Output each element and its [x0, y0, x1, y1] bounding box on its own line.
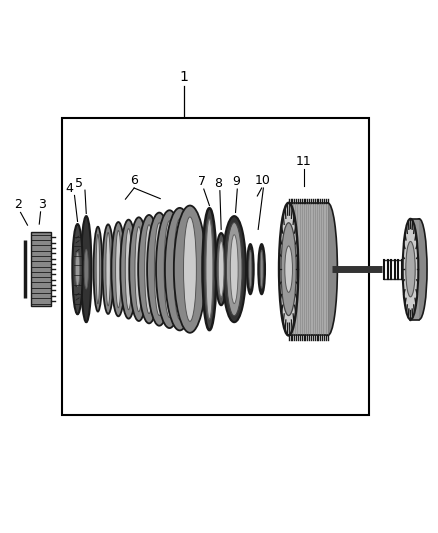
Ellipse shape: [285, 246, 293, 292]
Bar: [31, 232, 51, 306]
Ellipse shape: [165, 208, 194, 330]
Text: 8: 8: [214, 176, 222, 190]
Text: 5: 5: [75, 176, 83, 190]
Ellipse shape: [406, 241, 415, 297]
Ellipse shape: [164, 221, 175, 318]
Ellipse shape: [94, 227, 102, 312]
Ellipse shape: [106, 232, 110, 306]
Ellipse shape: [281, 223, 296, 316]
Bar: [289, 203, 328, 335]
Text: 1: 1: [180, 70, 189, 84]
Ellipse shape: [138, 215, 160, 324]
Ellipse shape: [145, 225, 153, 313]
Bar: [62, 118, 369, 415]
Ellipse shape: [184, 217, 196, 321]
Text: 10: 10: [254, 174, 270, 187]
Ellipse shape: [206, 219, 213, 319]
Ellipse shape: [230, 235, 238, 304]
Text: 7: 7: [198, 175, 205, 188]
Ellipse shape: [247, 244, 254, 294]
Ellipse shape: [154, 223, 164, 316]
Ellipse shape: [125, 229, 132, 310]
Ellipse shape: [156, 210, 183, 328]
Ellipse shape: [84, 249, 88, 289]
Text: 11: 11: [296, 156, 312, 168]
Ellipse shape: [318, 203, 337, 335]
Ellipse shape: [223, 216, 246, 322]
Ellipse shape: [111, 222, 125, 316]
Ellipse shape: [249, 250, 252, 288]
Ellipse shape: [279, 203, 298, 335]
Ellipse shape: [135, 227, 143, 312]
Ellipse shape: [174, 219, 186, 319]
Ellipse shape: [202, 208, 216, 330]
Ellipse shape: [258, 244, 265, 294]
Bar: [410, 219, 419, 319]
Ellipse shape: [219, 241, 224, 297]
Ellipse shape: [129, 217, 148, 321]
Text: 2: 2: [14, 198, 22, 211]
Ellipse shape: [215, 233, 227, 305]
Ellipse shape: [102, 224, 114, 314]
Text: 3: 3: [39, 198, 46, 211]
Ellipse shape: [260, 250, 263, 288]
Ellipse shape: [120, 220, 137, 319]
Ellipse shape: [116, 230, 121, 308]
Ellipse shape: [147, 213, 171, 326]
Text: 4: 4: [65, 182, 73, 195]
Ellipse shape: [75, 252, 80, 286]
Ellipse shape: [72, 224, 83, 314]
Text: 6: 6: [130, 174, 138, 187]
Ellipse shape: [226, 222, 242, 316]
Ellipse shape: [96, 235, 99, 304]
Ellipse shape: [411, 219, 427, 319]
Ellipse shape: [81, 216, 92, 322]
Ellipse shape: [403, 219, 418, 319]
Text: 9: 9: [233, 175, 240, 188]
Ellipse shape: [174, 206, 206, 333]
